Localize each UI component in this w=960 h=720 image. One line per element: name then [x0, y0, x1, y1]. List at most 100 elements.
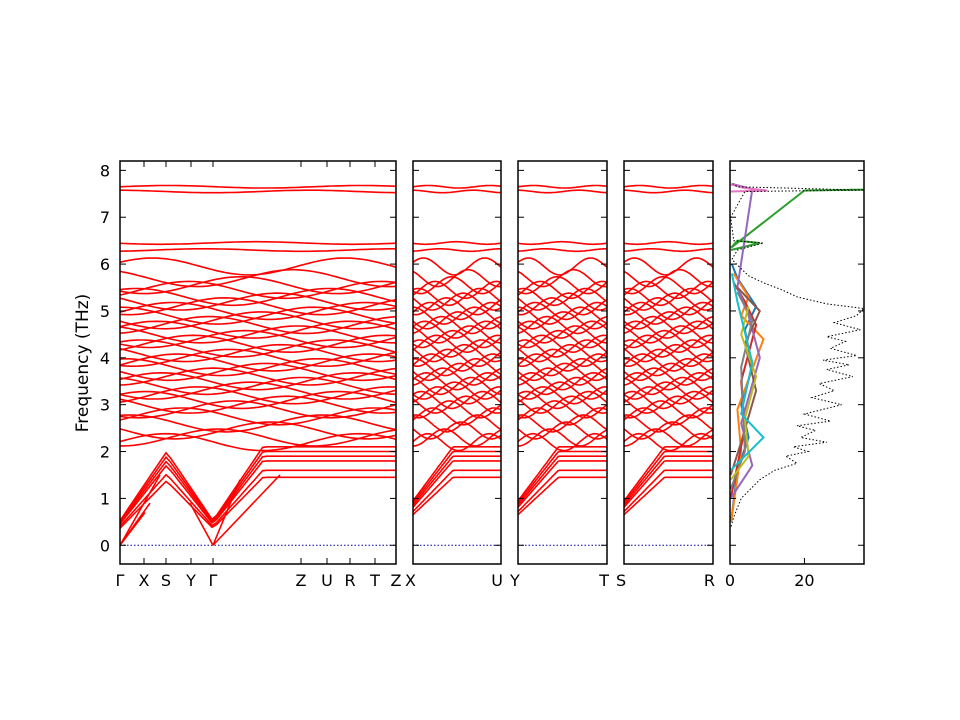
band-line	[119, 367, 397, 386]
projected-dos-line	[730, 183, 768, 193]
band-line	[517, 301, 608, 321]
band-line	[119, 343, 397, 363]
band-line	[119, 280, 397, 300]
band-line	[517, 240, 608, 246]
band-line	[623, 257, 714, 276]
y-tick-label: 7	[100, 208, 110, 227]
band-line	[412, 432, 502, 452]
band-line	[623, 390, 714, 410]
band-line	[119, 306, 397, 325]
total-dos-line	[730, 181, 866, 527]
band-line	[623, 445, 713, 502]
band-line	[623, 357, 714, 377]
band-line	[517, 395, 608, 414]
band-line	[517, 421, 608, 440]
band-line	[517, 381, 608, 400]
band-line	[119, 460, 396, 525]
band-line	[412, 329, 502, 349]
band-line	[517, 432, 608, 452]
x-tick-label: X	[405, 571, 416, 590]
band-line	[623, 311, 714, 330]
band-line	[623, 414, 714, 433]
x-tick-label: Γ	[209, 571, 218, 590]
band-line	[517, 450, 607, 504]
band-line	[412, 460, 501, 508]
x-tick-label: S	[616, 571, 626, 590]
band-line	[119, 400, 397, 419]
band-line	[412, 343, 502, 363]
dos-x-tick-label: 20	[794, 571, 814, 590]
band-line	[517, 469, 607, 513]
x-tick-label: Y	[185, 571, 196, 590]
band-line	[412, 306, 502, 325]
band-line	[623, 376, 714, 396]
band-line	[517, 390, 608, 410]
band-line	[517, 280, 608, 300]
band-line	[517, 339, 608, 358]
y-tick-label: 6	[100, 255, 110, 274]
band-line	[119, 339, 397, 358]
x-tick-label: X	[139, 571, 150, 590]
band-line	[412, 257, 502, 276]
band-line	[623, 184, 714, 189]
band-line	[517, 329, 608, 349]
band-line	[623, 386, 714, 405]
band-line	[412, 386, 502, 405]
band-line	[119, 450, 396, 523]
band-line	[119, 395, 397, 414]
band-line	[119, 296, 397, 316]
band-line	[412, 311, 502, 330]
band-line	[413, 428, 502, 447]
band-line	[119, 311, 397, 330]
acoustic-branch	[119, 474, 161, 546]
x-tick-label: Y	[509, 571, 520, 590]
band-line	[517, 311, 608, 330]
band-line	[412, 400, 502, 419]
band-line	[119, 320, 397, 339]
panel-frame	[412, 160, 502, 565]
y-tick-label: 1	[100, 489, 110, 508]
band-line	[119, 381, 397, 400]
band-line	[412, 320, 502, 339]
band-line	[120, 189, 397, 194]
band-line	[119, 268, 397, 288]
band-line	[517, 371, 608, 391]
band-line	[412, 371, 502, 391]
band-line	[412, 381, 502, 400]
projected-dos-line	[729, 273, 765, 472]
band-line	[412, 240, 502, 246]
band-line	[412, 414, 502, 433]
projected-dos-line	[729, 183, 761, 499]
acoustic-branch	[212, 474, 281, 546]
y-tick-label: 3	[100, 396, 110, 415]
band-line	[623, 343, 714, 363]
band-line	[623, 320, 714, 339]
projected-dos-line	[729, 306, 758, 481]
band-line	[517, 320, 608, 339]
band-line	[517, 296, 608, 316]
x-tick-label: R	[344, 571, 355, 590]
band-line	[119, 301, 397, 321]
x-tick-label: T	[369, 571, 380, 590]
x-tick-label: Z	[391, 571, 402, 590]
band-line	[413, 189, 502, 194]
band-line	[517, 414, 608, 433]
band-line	[412, 376, 502, 396]
band-line	[623, 469, 713, 513]
band-line	[119, 376, 397, 396]
band-line	[623, 329, 714, 349]
band-line	[119, 362, 397, 382]
band-line	[412, 445, 501, 502]
y-tick-label: 8	[100, 161, 110, 180]
band-line	[517, 445, 607, 502]
band-line	[517, 306, 608, 325]
band-line	[119, 455, 396, 524]
band-line	[518, 428, 608, 447]
projected-dos-line	[730, 272, 765, 522]
band-line	[412, 469, 501, 513]
band-line	[517, 343, 608, 363]
band-line	[623, 280, 714, 300]
band-line	[119, 421, 397, 440]
acoustic-branch	[189, 502, 214, 546]
band-line	[412, 339, 502, 358]
